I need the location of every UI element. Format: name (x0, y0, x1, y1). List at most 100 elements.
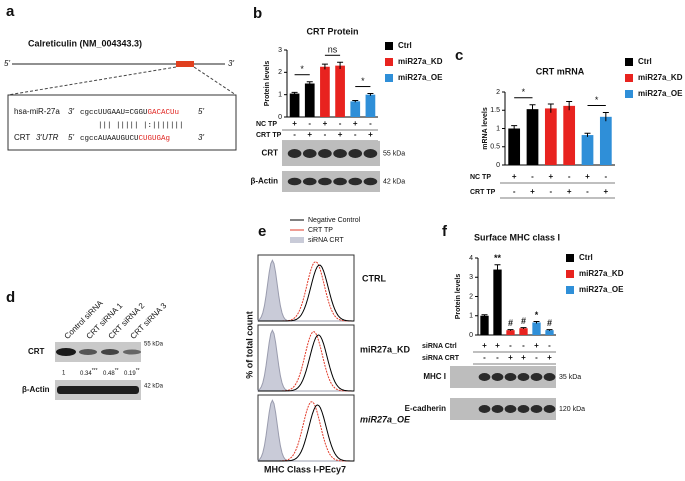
band (302, 149, 317, 158)
legend-swatch (625, 58, 633, 66)
quant-value: 0.19 (124, 371, 136, 377)
kda-label: 120 kDa (559, 406, 585, 413)
condition-sign: + (495, 341, 500, 350)
band (123, 349, 141, 355)
y-label: % of total count (244, 311, 254, 379)
quant: 0.48** (103, 368, 119, 376)
condition-sign: - (483, 353, 486, 362)
blot-label: E-cadherin (405, 404, 446, 413)
condition-sign: + (353, 119, 358, 128)
significance: ns (328, 45, 338, 55)
panel-letter: e (258, 223, 266, 240)
row-label: miR27a_KD (360, 344, 411, 354)
significance: # (547, 318, 552, 328)
chart-title: CRT Protein (306, 26, 358, 36)
y-tick-label: 3 (469, 274, 473, 281)
bar (289, 93, 300, 117)
end-label: 3' (68, 107, 74, 116)
legend-swatch (566, 270, 574, 278)
blot-label: β-Actin (250, 177, 278, 186)
error-bar (566, 100, 573, 111)
band (287, 177, 302, 186)
histogram-gray (257, 399, 354, 462)
quant: 0.34*** (80, 368, 98, 376)
bar (581, 135, 594, 165)
chart-title: Surface MHC class I (474, 232, 560, 242)
error-bar (602, 111, 609, 122)
kda-label: 55 kDa (383, 150, 405, 157)
stars: *** (92, 368, 98, 374)
condition-label: siRNA Ctrl (422, 343, 457, 350)
zoom-line (193, 66, 237, 96)
condition-sign: + (368, 130, 373, 139)
condition-sign: - (496, 353, 499, 362)
panel-letter: a (6, 3, 15, 20)
end-label: 3' (198, 133, 204, 142)
y-label: mRNA levels (482, 107, 489, 150)
flow-histograms (257, 254, 355, 462)
bar (544, 108, 557, 165)
gene-name: Calreticulin (NM_004343.3) (28, 38, 142, 48)
condition-sign: + (521, 353, 526, 362)
condition-sign: - (586, 187, 589, 196)
condition-sign: - (522, 341, 525, 350)
condition-sign: - (604, 172, 607, 181)
histogram-gray (257, 329, 354, 392)
condition-sign: + (292, 119, 297, 128)
band (57, 386, 139, 394)
blot-label: CRT (262, 149, 279, 158)
error-bar (306, 81, 313, 86)
band (363, 149, 378, 158)
band (543, 373, 556, 381)
legend-label: miR27a_OE (638, 89, 683, 98)
pairing: ||| ||||| |:||||||| (98, 122, 184, 130)
condition-sign: + (482, 341, 487, 350)
quant: 0.19** (124, 368, 140, 376)
condition-sign: + (548, 172, 553, 181)
bar (365, 94, 376, 117)
band (478, 373, 491, 381)
condition-sign: - (535, 353, 538, 362)
legend-text: CRT TP (308, 227, 333, 234)
band (333, 149, 347, 158)
condition-sign: + (534, 341, 539, 350)
condition-sign: - (568, 172, 571, 181)
error-bar (584, 132, 591, 137)
bar (304, 83, 315, 117)
x-label: MHC Class I-PEcy7 (264, 464, 346, 474)
band (302, 177, 317, 186)
significance: # (521, 316, 526, 326)
condition-label: siRNA CRT (422, 355, 460, 362)
legend-swatch (566, 286, 574, 294)
error-bar (494, 264, 501, 275)
band (517, 405, 530, 413)
condition-sign: + (547, 353, 552, 362)
error-bar (352, 99, 359, 103)
significance: ** (494, 253, 502, 263)
bar (563, 105, 576, 165)
seq-black: cgccUUGAAU=CGGU (80, 109, 148, 117)
condition-label: NC TP (470, 174, 491, 181)
stars: ** (136, 368, 140, 374)
condition-sign: - (339, 119, 342, 128)
quant-value: 0.34 (80, 371, 92, 377)
blot-label: β-Actin (22, 385, 50, 394)
condition-sign: - (549, 187, 552, 196)
condition-label: CRT TP (256, 132, 282, 139)
sequence: cgccUUGAAU=CGGUGACACUu (80, 109, 179, 117)
error-bar (546, 329, 553, 331)
y-tick-label: 1 (278, 92, 282, 99)
legend-label: miR27a_KD (579, 269, 624, 278)
kda-label: 42 kDa (383, 178, 405, 185)
band (491, 373, 504, 381)
legend-swatch (385, 42, 393, 50)
end-label: 5' (198, 107, 204, 116)
y-tick-label: 2 (469, 293, 473, 300)
band (491, 405, 504, 413)
legend-fill (290, 237, 304, 243)
band (504, 405, 517, 413)
condition-sign: + (603, 187, 608, 196)
condition-sign: + (508, 353, 513, 362)
legend-label: miR27a_OE (579, 285, 624, 294)
panel-letter: d (6, 289, 15, 306)
